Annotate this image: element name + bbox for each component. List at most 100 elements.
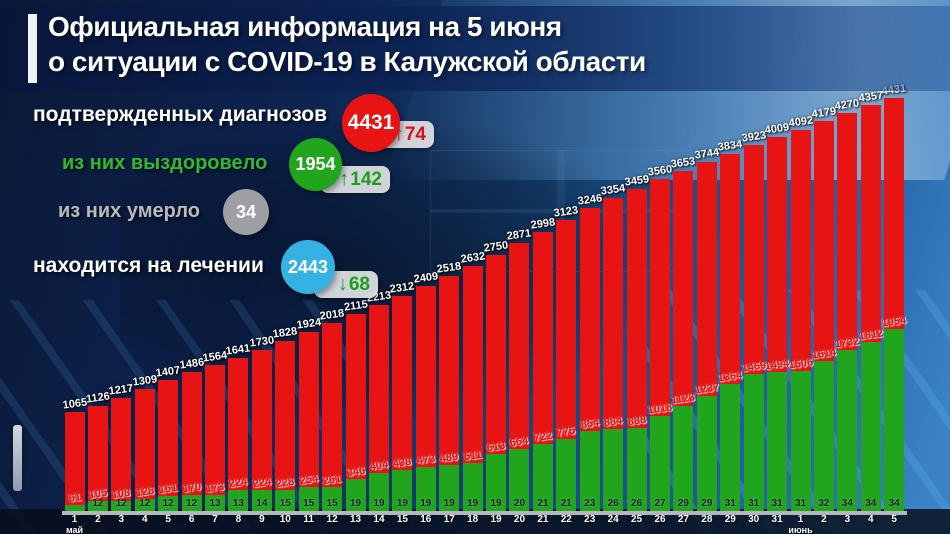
header-accent-bar <box>28 14 37 83</box>
date-label: 29 <box>724 514 736 525</box>
chart-column: 1564 173 13 7 <box>202 80 228 525</box>
confirmed-value-label: 2998 <box>529 216 556 232</box>
deaths-value-label: 12 <box>92 498 104 509</box>
chart-column: 44311954345 <box>881 80 907 525</box>
recovered-bar <box>509 449 530 511</box>
recovered-value: 1954 <box>295 154 336 174</box>
confirmed-value-label: 4009 <box>764 121 791 137</box>
date-label: 4 <box>141 514 148 525</box>
recovered-value-label: 884 <box>603 414 624 430</box>
recovered-bar <box>532 444 553 511</box>
deaths-value-label: 12 <box>115 498 127 509</box>
confirmed-value-label: 3744 <box>693 146 720 162</box>
recovered-bar <box>603 429 624 511</box>
arrow-down-icon: ↓ <box>337 273 348 295</box>
recovered-bar <box>439 465 460 511</box>
date-label: 2 <box>821 514 827 525</box>
date-label: 19 <box>490 514 502 525</box>
confirmed-value-label: 2115 <box>342 298 369 314</box>
deaths-value-label: 15 <box>279 498 291 509</box>
date-label: 31 <box>771 514 783 525</box>
treatment-label: находится на лечении <box>33 254 264 277</box>
recovered-value-label: 261 <box>322 472 343 488</box>
deaths-value-label: 19 <box>490 498 502 509</box>
date-label: 27 <box>677 514 689 525</box>
deaths-value-label: 19 <box>396 498 408 509</box>
confirmed-value-label: 3653 <box>670 155 697 171</box>
recovered-bar <box>87 501 108 511</box>
date-label: 1 <box>797 514 804 525</box>
deaths-value-label: 31 <box>794 498 807 509</box>
chart-column: 3246 854 23 23 <box>577 80 603 525</box>
date-label: 12 <box>326 514 338 525</box>
deaths-value-label: 34 <box>841 498 853 509</box>
deaths-value-label: 19 <box>420 498 432 509</box>
confirmed-label: подтвержденных диагнозов <box>33 103 327 126</box>
recovered-bar <box>275 490 296 511</box>
confirmed-value-label: 4357 <box>857 89 884 105</box>
recovered-value-label: 161 <box>158 481 179 497</box>
chart-column: 1126 105 12 2 <box>85 80 110 525</box>
confirmed-value-label: 2312 <box>389 280 416 296</box>
deaths-value-label: 19 <box>467 498 479 509</box>
recovered-bar <box>251 490 272 511</box>
confirmed-value-label: 1564 <box>202 349 228 365</box>
deaths-value-label: 13 <box>232 498 244 509</box>
chart-column: 1730 224 14 9 <box>248 80 275 525</box>
treatment-value: 2443 <box>287 256 329 277</box>
chart-column: 3560 1018 27 26 <box>647 80 673 525</box>
deaths-value-label: 29 <box>677 498 689 509</box>
recovered-delta-value: 142 <box>350 168 382 190</box>
date-label: 18 <box>467 514 479 525</box>
confirmed-value-label: 2018 <box>319 307 346 323</box>
deaths-value-label: 19 <box>443 498 455 509</box>
deaths-value-circle: 34 <box>223 189 269 235</box>
deaths-value-label: 31 <box>724 498 736 509</box>
date-label: 13 <box>349 514 362 525</box>
recovered-bar <box>181 495 202 511</box>
recovered-value-label: 473 <box>415 452 436 468</box>
chart-column: 1828 228 15 10 <box>272 80 298 525</box>
deaths-value-label: 15 <box>326 498 338 509</box>
confirmed-value-label: 3834 <box>717 138 744 154</box>
confirmed-value-circle: 4431 <box>342 94 400 152</box>
recovered-value-label: 854 <box>579 416 600 432</box>
recovered-value-label: 511 <box>463 448 483 464</box>
date-label: 30 <box>748 514 760 525</box>
date-label: 3 <box>118 514 125 525</box>
recovered-label: из них выздоровело <box>62 152 268 174</box>
deaths-value-label: 26 <box>631 498 643 509</box>
deaths-value-label: 12 <box>139 498 151 509</box>
deaths-value-label: 21 <box>537 498 549 509</box>
recovered-bar <box>205 495 226 511</box>
recovered-bar <box>813 361 834 511</box>
recovered-bar <box>486 454 507 511</box>
deaths-value-label: 23 <box>584 498 596 509</box>
recovered-value-circle: 1954 <box>289 138 342 191</box>
confirmed-value: 4431 <box>347 111 395 134</box>
recovered-bar <box>720 384 741 511</box>
confirmed-value-label: 1730 <box>248 334 275 350</box>
chart-column: 2518 489 19 17 <box>436 80 462 525</box>
confirmed-value-label: 2409 <box>412 270 439 286</box>
date-label: 22 <box>560 514 572 525</box>
confirmed-value-label: 3560 <box>647 163 673 179</box>
confirmed-value-label: 1309 <box>131 373 158 389</box>
confirmed-value-label: 3923 <box>740 129 767 145</box>
recovered-bar <box>462 463 483 511</box>
chart-column: 2998 722 21 21 <box>529 80 556 525</box>
date-label: 2 <box>95 514 101 525</box>
confirmed-bar <box>111 398 132 511</box>
date-label: 7 <box>212 514 218 525</box>
page-title: Официальная информация на 5 июня о ситуа… <box>48 9 646 79</box>
chart-column: 1065 61 1 май <box>62 80 88 534</box>
date-label: 8 <box>235 514 242 525</box>
deaths-value-label: 32 <box>818 498 830 509</box>
date-label: 1 <box>71 514 78 525</box>
confirmed-value-label: 4092 <box>787 114 814 130</box>
chart-column: 4092 1506 31 1 июнь <box>787 80 814 534</box>
date-label: 20 <box>513 514 526 525</box>
title-line-1: Официальная информация на 5 июня <box>48 11 562 42</box>
confirmed-value-label: 2871 <box>506 227 533 243</box>
